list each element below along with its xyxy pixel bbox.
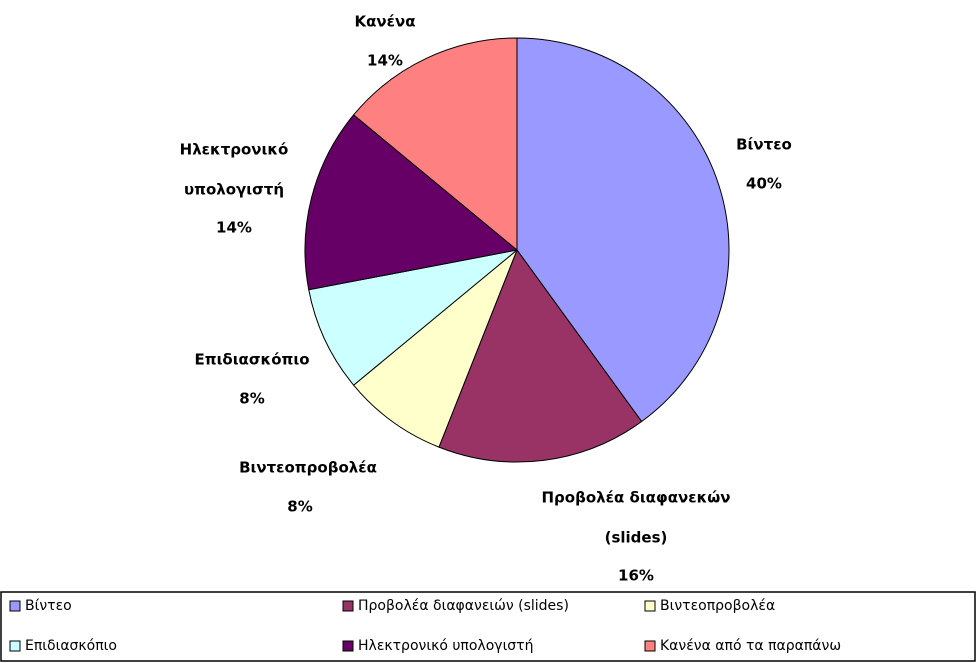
slice-label: Επιδιασκόπιο	[194, 351, 309, 369]
legend-swatch	[9, 600, 21, 612]
slice-label: Βίντεο	[736, 136, 792, 154]
legend-swatch	[644, 600, 656, 612]
slice-label: Ηλεκτρονικό	[180, 141, 289, 159]
pie-slice	[438, 248, 643, 463]
slice-label: (slides)	[605, 529, 668, 547]
value-label: 16%	[618, 567, 654, 585]
legend-swatch	[644, 640, 656, 652]
legend-label: Ηλεκτρονικό υπολογιστή	[358, 638, 533, 654]
value-label: 40%	[746, 175, 782, 193]
legend-label: Επιδιασκόπιο	[25, 638, 117, 654]
slice-label: Κανένα	[354, 13, 415, 31]
value-label: 14%	[367, 52, 403, 70]
pie-slice	[516, 37, 730, 423]
legend-label: Προβολέα διαφανειών (slides)	[358, 598, 569, 614]
legend-box	[0, 591, 976, 662]
value-label: 14%	[216, 219, 252, 237]
slice-label: Βιντεοπροβολέα	[239, 459, 377, 477]
value-label: 8%	[287, 498, 312, 516]
legend-label: Βίντεο	[25, 598, 72, 614]
pie-slice	[308, 249, 518, 386]
pie-slice	[352, 37, 518, 252]
pie-slice	[352, 249, 518, 448]
pie-slice	[304, 114, 519, 291]
legend-swatch	[342, 600, 354, 612]
legend-label: Κανένα από τα παραπάνω	[660, 638, 841, 654]
value-label: 8%	[239, 390, 264, 408]
legend-swatch	[342, 640, 354, 652]
slice-label: Προβολέα διαφανεκών	[542, 489, 731, 507]
legend-label: Βιντεοπροβολέα	[660, 598, 775, 614]
slice-label: υπολογιστή	[184, 181, 284, 199]
legend-swatch	[9, 640, 21, 652]
